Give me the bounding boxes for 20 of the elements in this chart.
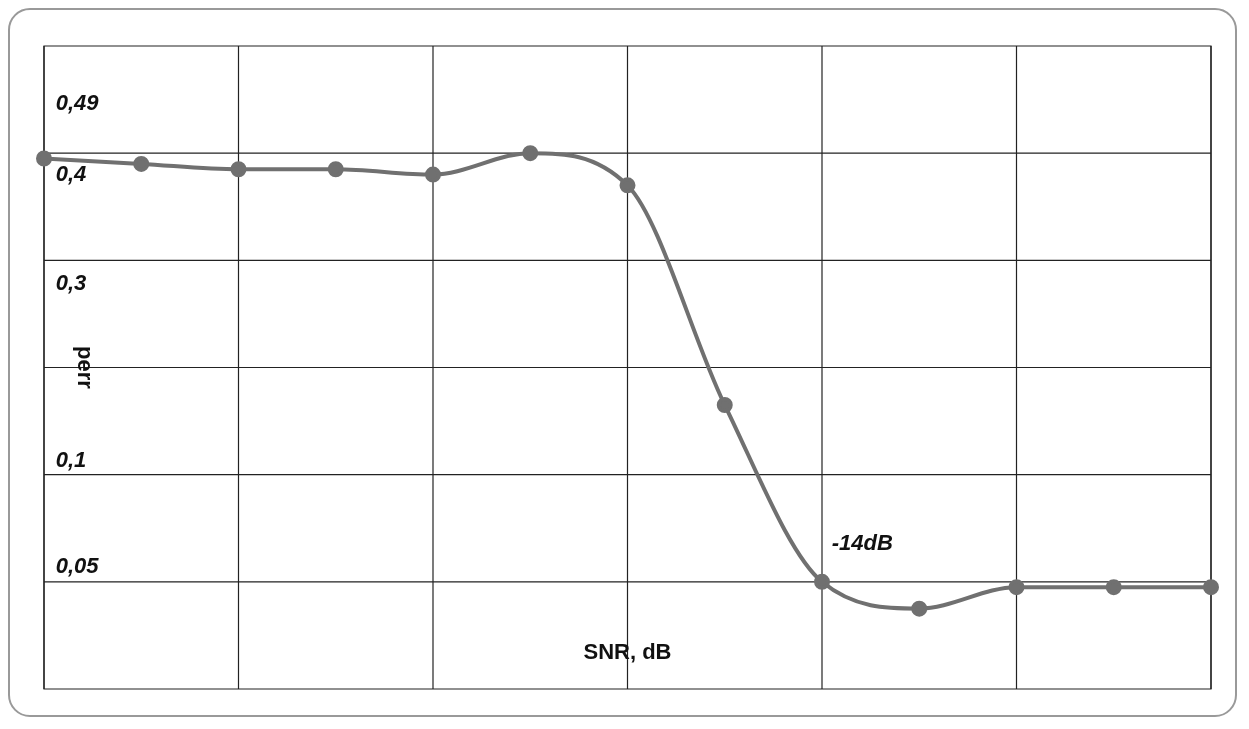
- point: [133, 155, 150, 172]
- point: [1203, 579, 1219, 596]
- annotation: 0,1: [55, 446, 87, 472]
- annotation: 0,05: [55, 552, 100, 578]
- annotation: -14dB: [831, 530, 893, 556]
- point: [911, 600, 928, 617]
- point: [619, 177, 636, 194]
- point: [716, 397, 733, 414]
- point: [230, 161, 247, 178]
- point: [522, 145, 539, 162]
- point: [425, 166, 441, 183]
- annotation: 0,4: [55, 160, 87, 186]
- point: [814, 573, 830, 590]
- y-axis-title: perr: [72, 346, 98, 390]
- point: [327, 161, 344, 178]
- text: 0,49: [55, 89, 100, 115]
- annotation: 0,3: [55, 269, 87, 295]
- point: [1105, 579, 1122, 596]
- point: [36, 150, 52, 167]
- point: [1008, 579, 1025, 596]
